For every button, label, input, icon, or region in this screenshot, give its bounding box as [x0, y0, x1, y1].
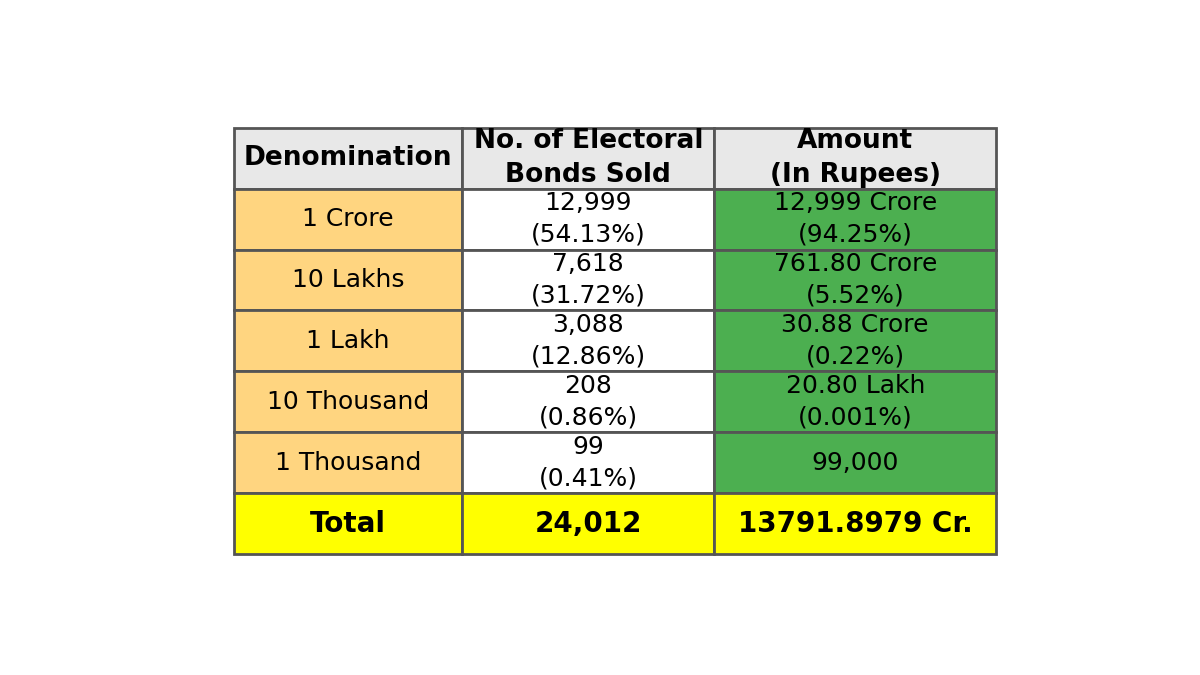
FancyBboxPatch shape — [234, 189, 462, 250]
Text: 208
(0.86%): 208 (0.86%) — [539, 374, 638, 429]
Text: 13791.8979 Cr.: 13791.8979 Cr. — [738, 510, 972, 537]
FancyBboxPatch shape — [234, 371, 462, 432]
FancyBboxPatch shape — [234, 493, 462, 554]
Text: Amount
(In Rupees): Amount (In Rupees) — [769, 128, 941, 188]
Text: 12,999
(54.13%): 12,999 (54.13%) — [530, 191, 646, 247]
FancyBboxPatch shape — [234, 128, 462, 188]
Text: Denomination: Denomination — [244, 145, 452, 171]
Text: 1 Thousand: 1 Thousand — [275, 451, 421, 475]
FancyBboxPatch shape — [462, 432, 714, 493]
Text: 1 Lakh: 1 Lakh — [306, 329, 390, 353]
FancyBboxPatch shape — [234, 250, 462, 310]
FancyBboxPatch shape — [714, 250, 996, 310]
Text: 20.80 Lakh
(0.001%): 20.80 Lakh (0.001%) — [786, 374, 925, 429]
FancyBboxPatch shape — [462, 371, 714, 432]
FancyBboxPatch shape — [462, 189, 714, 250]
Text: 24,012: 24,012 — [535, 510, 642, 537]
FancyBboxPatch shape — [714, 128, 996, 188]
Text: 99,000: 99,000 — [811, 451, 899, 475]
Text: 12,999 Crore
(94.25%): 12,999 Crore (94.25%) — [774, 191, 937, 247]
FancyBboxPatch shape — [234, 432, 462, 493]
FancyBboxPatch shape — [714, 432, 996, 493]
FancyBboxPatch shape — [462, 493, 714, 554]
FancyBboxPatch shape — [714, 493, 996, 554]
Text: Total: Total — [310, 510, 386, 537]
FancyBboxPatch shape — [462, 128, 714, 188]
Text: 7,618
(31.72%): 7,618 (31.72%) — [530, 252, 646, 308]
FancyBboxPatch shape — [462, 310, 714, 371]
FancyBboxPatch shape — [234, 310, 462, 371]
Text: 10 Thousand: 10 Thousand — [266, 389, 430, 414]
FancyBboxPatch shape — [462, 250, 714, 310]
FancyBboxPatch shape — [714, 310, 996, 371]
Text: 761.80 Crore
(5.52%): 761.80 Crore (5.52%) — [774, 252, 937, 308]
FancyBboxPatch shape — [714, 189, 996, 250]
Text: 1 Crore: 1 Crore — [302, 207, 394, 231]
Text: 30.88 Crore
(0.22%): 30.88 Crore (0.22%) — [781, 313, 929, 369]
Text: No. of Electoral
Bonds Sold: No. of Electoral Bonds Sold — [474, 128, 703, 188]
Text: 10 Lakhs: 10 Lakhs — [292, 268, 404, 292]
Text: 99
(0.41%): 99 (0.41%) — [539, 435, 638, 491]
Text: 3,088
(12.86%): 3,088 (12.86%) — [530, 313, 646, 369]
FancyBboxPatch shape — [714, 371, 996, 432]
